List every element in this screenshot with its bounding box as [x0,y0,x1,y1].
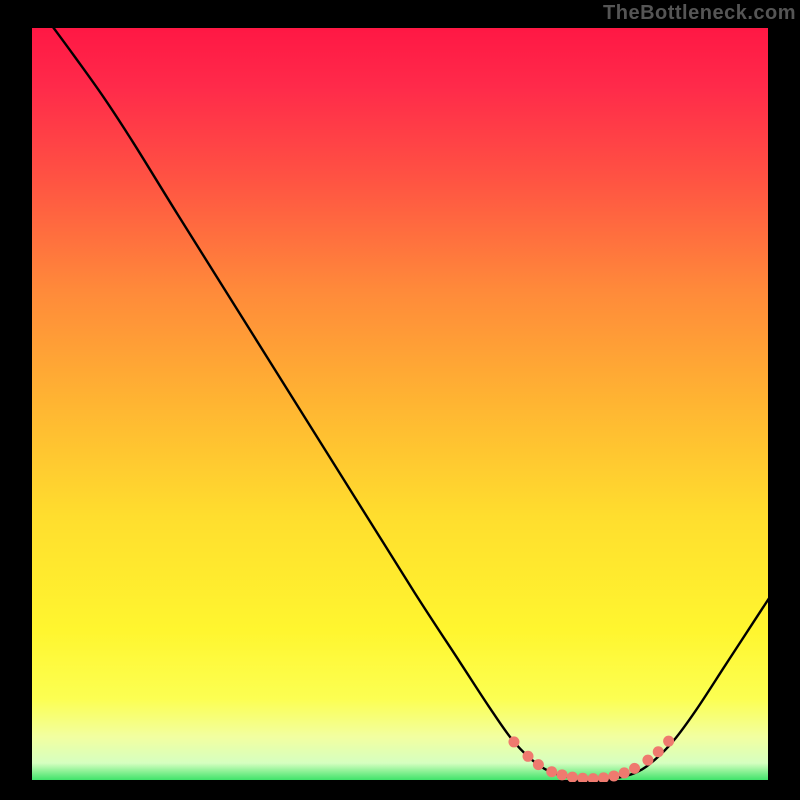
valley-dot [546,766,557,777]
gradient-background [30,26,770,782]
valley-dot [508,736,519,747]
valley-dot [653,746,664,757]
bottleneck-chart [0,0,800,800]
frame-bar-bottom [0,782,800,800]
valley-dot [629,763,640,774]
valley-dot [598,772,609,783]
valley-dot [608,770,619,781]
valley-dot [523,751,534,762]
valley-dot [663,736,674,747]
valley-dot [642,755,653,766]
frame-bar-right [770,0,800,800]
watermark-text: TheBottleneck.com [603,0,800,25]
valley-dot [557,769,568,780]
valley-dot [567,772,578,783]
frame-bar-left [0,0,30,800]
chart-frame: TheBottleneck.com [0,0,800,800]
valley-dot [619,767,630,778]
valley-dot [533,759,544,770]
